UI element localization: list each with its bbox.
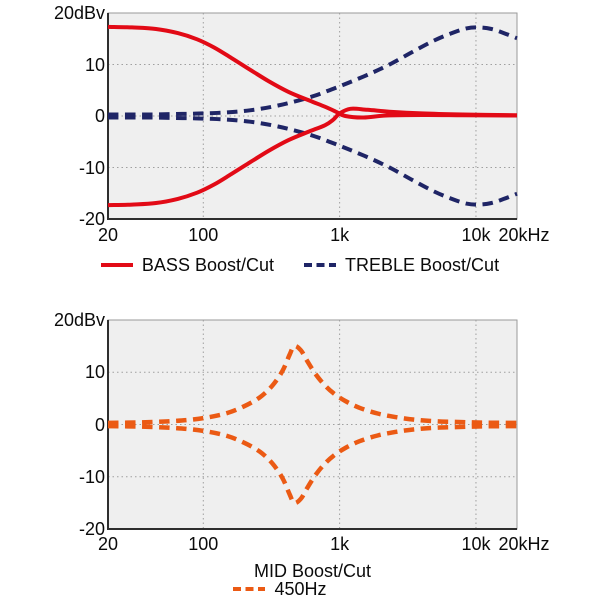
series-bass-boost-curve	[107, 24, 518, 120]
y-tick-label: 20dBv	[53, 3, 105, 23]
y-tick-label: 20dBv	[53, 310, 105, 330]
legend-label-bass: BASS Boost/Cut	[141, 255, 274, 275]
y-tick-label: -20	[78, 519, 105, 539]
y-tick-label: -10	[78, 157, 105, 178]
x-tick-label: 10k	[461, 225, 491, 245]
series-treble-cut-curve	[108, 115, 518, 207]
y-tick-label: 0	[94, 414, 105, 435]
x-tick-label: 10k	[461, 534, 491, 554]
mid-line-swatch	[233, 587, 266, 591]
top-chart-legend: BASS Boost/Cut TREBLE Boost/Cut	[0, 255, 600, 275]
y-tick-label: 10	[84, 362, 105, 383]
legend-item-mid-450hz: 450Hz	[233, 579, 327, 599]
series-treble-boost-curve	[107, 25, 518, 117]
legend-item-treble: TREBLE Boost/Cut	[304, 255, 499, 275]
axis-lines	[107, 320, 517, 530]
series-mid-cut-curve	[107, 423, 518, 506]
y-tick-label: 10	[84, 54, 105, 75]
legend-label-treble: TREBLE Boost/Cut	[345, 255, 500, 275]
mid-chart-legend: 450Hz	[0, 579, 560, 599]
legend-item-bass: BASS Boost/Cut	[100, 255, 274, 275]
series-bass-cut-curve	[107, 106, 518, 208]
y-tick-label: -10	[78, 466, 105, 487]
x-tick-label: 20kHz	[498, 534, 550, 554]
x-tick-label: 100	[188, 225, 219, 245]
x-tick-label: 1k	[330, 534, 350, 554]
bass-line-swatch	[100, 263, 133, 267]
legend-label-mid-450hz: 450Hz	[274, 579, 327, 599]
mid-chart-title: MID Boost/Cut	[253, 561, 372, 581]
x-tick-label: 20	[97, 534, 119, 554]
x-tick-label: 20kHz	[498, 225, 550, 245]
x-tick-label: 20	[97, 225, 119, 245]
y-tick-label: 0	[94, 106, 105, 126]
y-tick-label: -20	[78, 209, 105, 229]
x-tick-label: 1k	[330, 225, 350, 245]
x-tick-label: 100	[188, 534, 219, 554]
axis-lines	[107, 13, 517, 220]
treble-line-swatch	[304, 263, 336, 267]
series-mid-boost-curve	[107, 343, 518, 426]
